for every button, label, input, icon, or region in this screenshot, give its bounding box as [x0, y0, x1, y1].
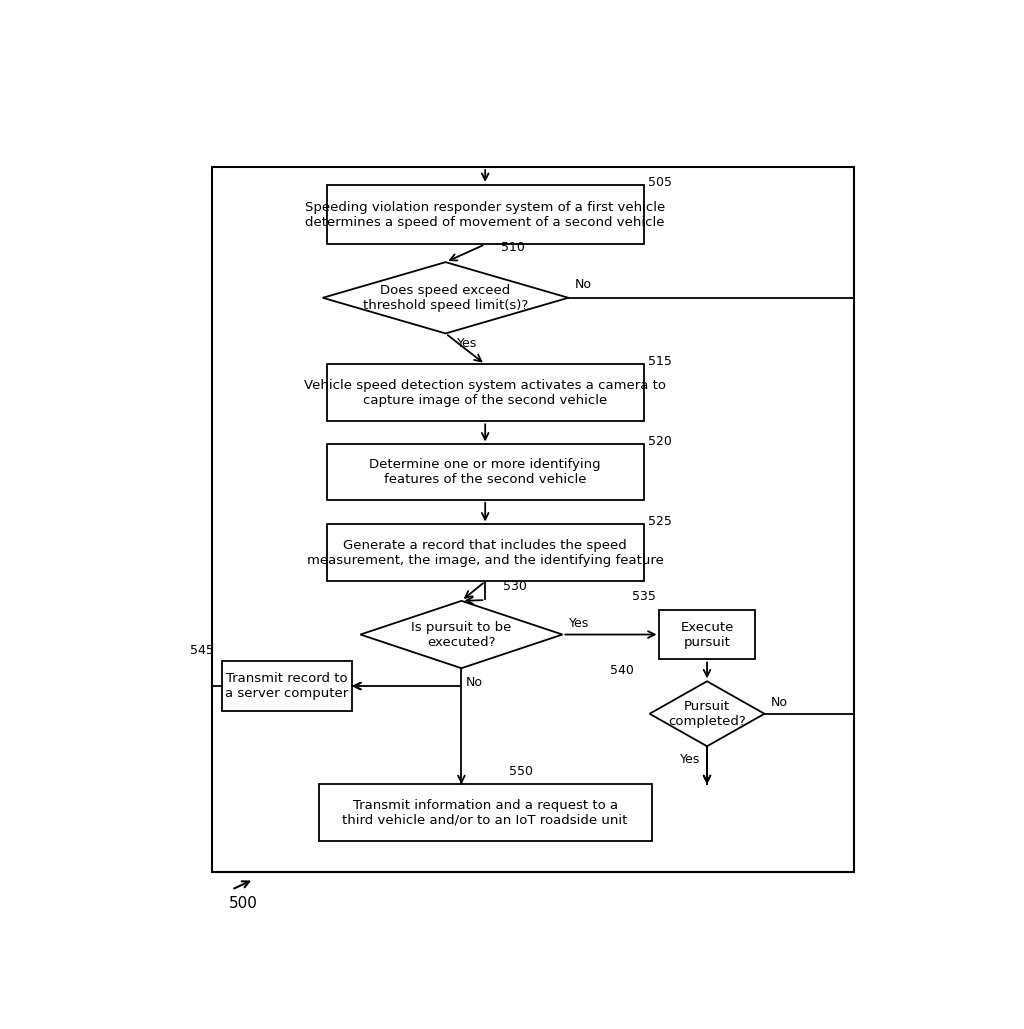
Text: No: No [574, 279, 592, 291]
Text: Generate a record that includes the speed
measurement, the image, and the identi: Generate a record that includes the spee… [307, 539, 664, 567]
Bar [318, 784, 651, 842]
Text: 530: 530 [503, 580, 527, 593]
Text: Speeding violation responder system of a first vehicle
determines a speed of mov: Speeding violation responder system of a… [305, 201, 666, 228]
Text: Yes: Yes [458, 338, 478, 351]
Text: 545: 545 [189, 644, 214, 658]
Polygon shape [360, 601, 562, 668]
Bar [327, 364, 644, 422]
Text: Determine one or more identifying
features of the second vehicle: Determine one or more identifying featur… [370, 458, 601, 486]
Bar [327, 525, 644, 581]
Text: 510: 510 [501, 241, 525, 254]
Text: 520: 520 [647, 435, 672, 449]
Text: Is pursuit to be
executed?: Is pursuit to be executed? [412, 620, 512, 648]
Polygon shape [649, 681, 765, 746]
Text: 550: 550 [509, 765, 532, 778]
Text: Vehicle speed detection system activates a camera to
capture image of the second: Vehicle speed detection system activates… [304, 379, 667, 406]
Bar [212, 167, 854, 873]
Text: Execute
pursuit: Execute pursuit [680, 620, 734, 648]
Text: 500: 500 [229, 896, 258, 911]
Text: 525: 525 [647, 516, 672, 528]
Text: Transmit information and a request to a
third vehicle and/or to an IoT roadside : Transmit information and a request to a … [342, 799, 628, 827]
Text: 535: 535 [632, 591, 655, 603]
Text: Transmit record to
a server computer: Transmit record to a server computer [225, 672, 349, 700]
Text: Does speed exceed
threshold speed limit(s)?: Does speed exceed threshold speed limit(… [362, 284, 528, 312]
Text: Pursuit
completed?: Pursuit completed? [669, 700, 745, 728]
Text: 540: 540 [610, 665, 634, 677]
Polygon shape [323, 262, 568, 333]
Text: Yes: Yes [568, 616, 589, 630]
Text: No: No [465, 676, 482, 689]
Bar [659, 609, 755, 660]
Bar [222, 661, 352, 711]
Text: No: No [771, 696, 787, 709]
Text: 515: 515 [647, 355, 672, 368]
Text: 505: 505 [647, 176, 672, 189]
Bar [327, 445, 644, 500]
Bar [327, 185, 644, 244]
Text: Yes: Yes [680, 752, 700, 766]
